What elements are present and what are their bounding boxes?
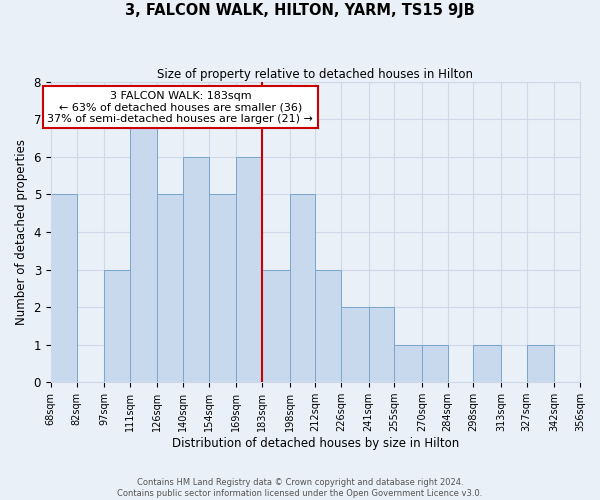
Title: Size of property relative to detached houses in Hilton: Size of property relative to detached ho… (157, 68, 473, 80)
Bar (51, 194, 77, 382)
Bar (394, 344, 422, 382)
Bar (130, 119, 157, 382)
Y-axis label: Number of detached properties: Number of detached properties (15, 139, 28, 325)
Bar (316, 270, 341, 382)
Bar (368, 307, 394, 382)
Bar (104, 270, 130, 382)
Bar (422, 344, 448, 382)
Bar (527, 344, 554, 382)
Bar (183, 157, 209, 382)
Bar (209, 194, 236, 382)
Text: 3, FALCON WALK, HILTON, YARM, TS15 9JB: 3, FALCON WALK, HILTON, YARM, TS15 9JB (125, 2, 475, 18)
Bar (236, 157, 262, 382)
Bar (262, 270, 290, 382)
Text: 3 FALCON WALK: 183sqm
← 63% of detached houses are smaller (36)
37% of semi-deta: 3 FALCON WALK: 183sqm ← 63% of detached … (47, 90, 313, 124)
Text: Contains HM Land Registry data © Crown copyright and database right 2024.
Contai: Contains HM Land Registry data © Crown c… (118, 478, 482, 498)
Bar (473, 344, 501, 382)
Bar (290, 194, 316, 382)
X-axis label: Distribution of detached houses by size in Hilton: Distribution of detached houses by size … (172, 437, 459, 450)
Bar (157, 194, 183, 382)
Bar (341, 307, 368, 382)
